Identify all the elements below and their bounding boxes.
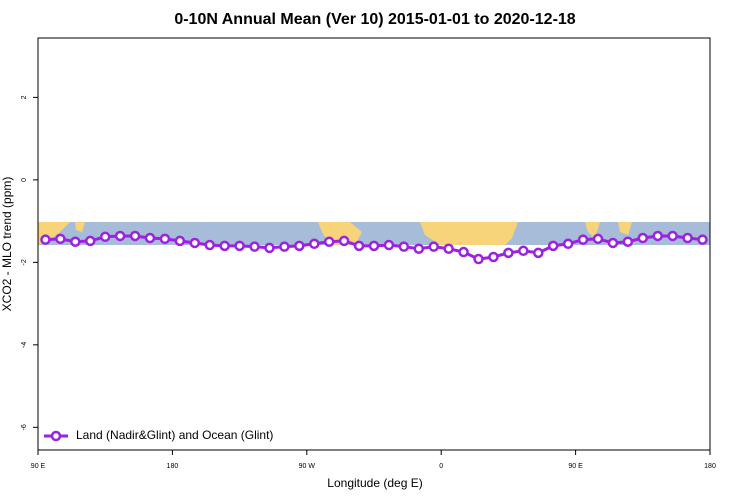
data-point: [577, 234, 589, 245]
data-point: [458, 246, 469, 258]
data-point: [85, 235, 96, 247]
data-point: [323, 236, 335, 247]
data-point: [264, 242, 275, 254]
x-tick-label: 90 W: [299, 463, 316, 470]
data-point: [40, 234, 51, 245]
x-tick-label: 180: [167, 463, 179, 470]
x-axis-label: Longitude (deg E): [327, 476, 422, 490]
data-point: [697, 234, 708, 245]
y-tick-label: -6: [21, 424, 28, 430]
data-point: [473, 253, 484, 265]
data-point: [652, 230, 663, 242]
data-point: [353, 240, 365, 252]
y-tick-label: 2: [21, 95, 28, 99]
data-point: [383, 239, 395, 251]
data-point: [398, 241, 410, 252]
data-point: [547, 240, 559, 252]
data-point: [279, 241, 290, 252]
data-point: [682, 232, 693, 244]
y-tick-label: 0: [21, 178, 28, 182]
legend-label: Land (Nadir&Glint) and Ocean (Glint): [76, 428, 273, 442]
map-strip: [38, 222, 710, 245]
land: [618, 222, 632, 235]
y-axis-label: XCO2 - MLO trend (ppm): [0, 177, 14, 312]
data-point: [607, 237, 619, 249]
data-point: [443, 243, 454, 254]
x-tick-label: 90 E: [568, 463, 583, 470]
data-point: [174, 235, 186, 247]
data-point: [428, 241, 439, 252]
data-point: [159, 233, 171, 245]
x-tick-label: 0: [439, 463, 443, 470]
x-tick-label: 180: [704, 463, 716, 470]
data-point: [338, 235, 350, 247]
data-point: [413, 243, 425, 254]
chart-title: 0-10N Annual Mean (Ver 10) 2015-01-01 to…: [174, 11, 575, 28]
data-point: [294, 240, 305, 252]
data-point: [55, 233, 66, 245]
data-point: [219, 240, 230, 252]
data-point: [488, 251, 499, 263]
land: [75, 222, 85, 232]
y-tick-label: -4: [21, 342, 28, 348]
y-tick-label: -2: [21, 259, 28, 265]
data-point: [562, 238, 574, 250]
x-tick-label: 90 E: [31, 463, 46, 470]
data-point: [144, 232, 156, 244]
data-point: [368, 240, 380, 252]
data-point: [189, 237, 201, 249]
data-point: [637, 232, 649, 244]
data-point: [249, 241, 260, 252]
data-point: [129, 230, 141, 242]
data-point: [503, 247, 514, 259]
legend-marker: [50, 430, 62, 442]
data-point: [518, 245, 529, 257]
data-point: [70, 236, 81, 247]
data-point: [309, 238, 320, 250]
data-point: [622, 236, 634, 247]
data-point: [234, 240, 245, 252]
data-point: [592, 233, 604, 245]
plot-frame: [37, 37, 711, 451]
data-point: [667, 230, 678, 242]
data-point: [204, 239, 215, 251]
data-point: [99, 231, 111, 243]
data-point: [533, 247, 544, 259]
land: [420, 222, 518, 245]
ocean-band: [38, 222, 710, 245]
data-point: [114, 230, 126, 242]
